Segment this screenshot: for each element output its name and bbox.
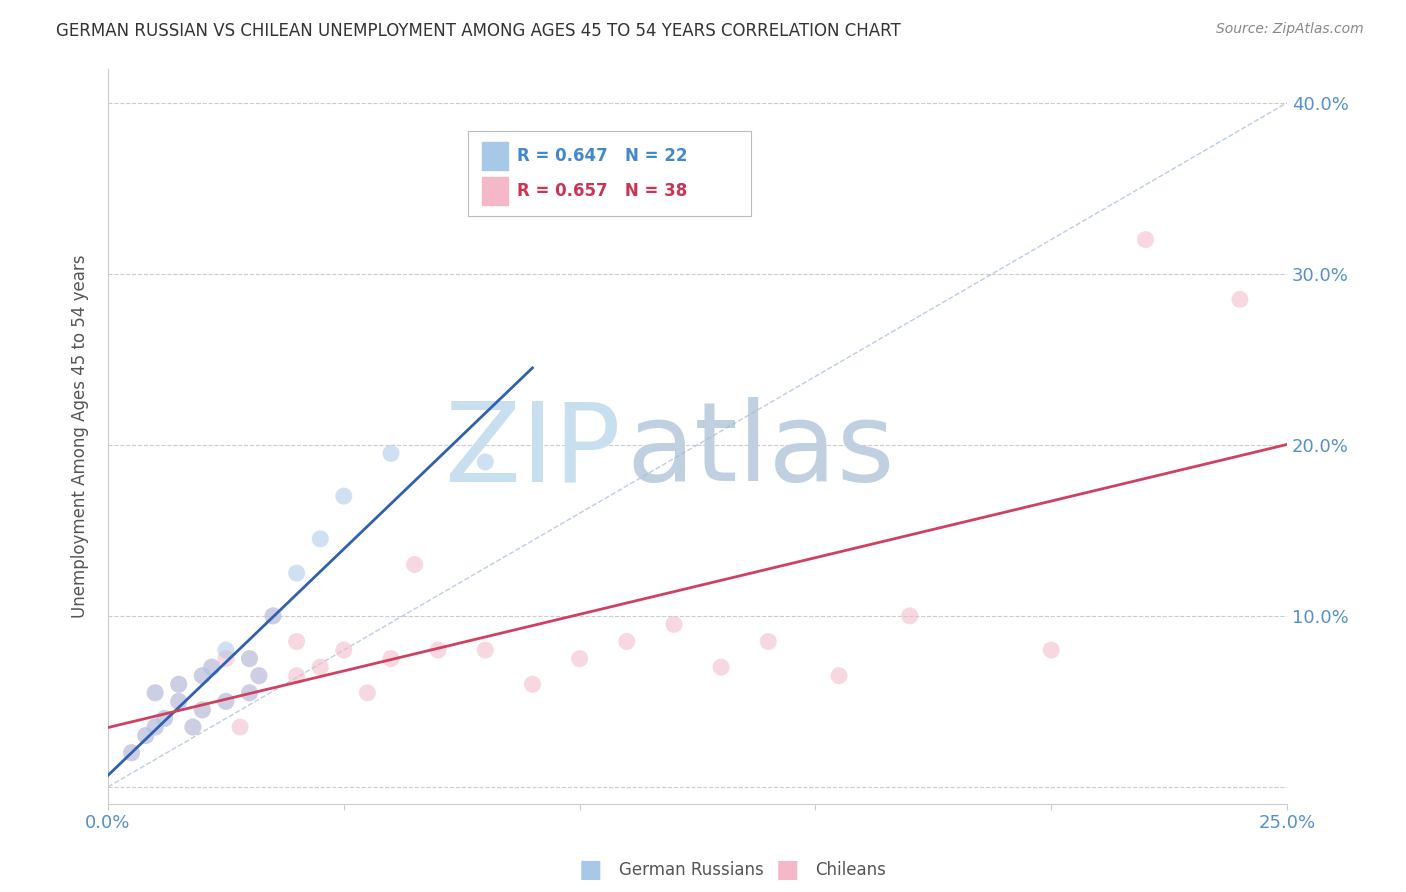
Point xyxy=(285,669,308,683)
Point xyxy=(238,651,260,665)
Text: ZIP: ZIP xyxy=(446,398,621,505)
Point xyxy=(238,686,260,700)
Text: ■: ■ xyxy=(579,858,602,881)
Point xyxy=(247,669,270,683)
Point xyxy=(135,729,157,743)
Point xyxy=(285,634,308,648)
Text: R = 0.647   N = 22: R = 0.647 N = 22 xyxy=(517,147,688,165)
Point xyxy=(898,608,921,623)
Point xyxy=(309,532,332,546)
Point xyxy=(238,651,260,665)
Y-axis label: Unemployment Among Ages 45 to 54 years: Unemployment Among Ages 45 to 54 years xyxy=(72,254,89,618)
Point xyxy=(285,566,308,580)
Point xyxy=(1135,233,1157,247)
Point xyxy=(262,608,284,623)
Point xyxy=(121,746,143,760)
Point xyxy=(215,643,238,657)
Point xyxy=(135,729,157,743)
Point xyxy=(229,720,252,734)
Point xyxy=(474,455,496,469)
Point xyxy=(616,634,638,648)
Point xyxy=(153,711,176,725)
Point xyxy=(167,677,190,691)
Point xyxy=(356,686,378,700)
Text: Chileans: Chileans xyxy=(815,861,886,879)
Bar xyxy=(482,142,508,170)
Text: Source: ZipAtlas.com: Source: ZipAtlas.com xyxy=(1216,22,1364,37)
Point xyxy=(1229,293,1251,307)
Point xyxy=(262,608,284,623)
Point xyxy=(191,703,214,717)
Text: German Russians: German Russians xyxy=(619,861,763,879)
Point xyxy=(380,651,402,665)
Point xyxy=(380,446,402,460)
Point xyxy=(181,720,204,734)
Point xyxy=(710,660,733,674)
Point xyxy=(662,617,685,632)
Point xyxy=(191,703,214,717)
Point xyxy=(756,634,779,648)
Point xyxy=(181,720,204,734)
Point xyxy=(404,558,426,572)
Point xyxy=(568,651,591,665)
Point xyxy=(215,694,238,708)
Point xyxy=(201,660,224,674)
Point xyxy=(215,651,238,665)
Point xyxy=(143,720,166,734)
FancyBboxPatch shape xyxy=(468,131,751,216)
Point xyxy=(167,694,190,708)
Point xyxy=(309,660,332,674)
Text: ■: ■ xyxy=(776,858,799,881)
Point xyxy=(474,643,496,657)
Point xyxy=(167,694,190,708)
Point xyxy=(333,643,356,657)
Point xyxy=(333,489,356,503)
Text: GERMAN RUSSIAN VS CHILEAN UNEMPLOYMENT AMONG AGES 45 TO 54 YEARS CORRELATION CHA: GERMAN RUSSIAN VS CHILEAN UNEMPLOYMENT A… xyxy=(56,22,901,40)
Point xyxy=(522,677,544,691)
Text: R = 0.657   N = 38: R = 0.657 N = 38 xyxy=(517,182,688,201)
Point xyxy=(143,686,166,700)
Point xyxy=(153,711,176,725)
Bar xyxy=(482,178,508,205)
Point xyxy=(201,660,224,674)
Point xyxy=(238,686,260,700)
Point xyxy=(121,746,143,760)
Point xyxy=(1040,643,1063,657)
Point xyxy=(828,669,851,683)
Point xyxy=(215,694,238,708)
Point xyxy=(191,669,214,683)
Point xyxy=(247,669,270,683)
Text: atlas: atlas xyxy=(627,398,896,505)
Point xyxy=(427,643,450,657)
Point xyxy=(143,720,166,734)
Point xyxy=(167,677,190,691)
Point xyxy=(191,669,214,683)
Point xyxy=(143,686,166,700)
